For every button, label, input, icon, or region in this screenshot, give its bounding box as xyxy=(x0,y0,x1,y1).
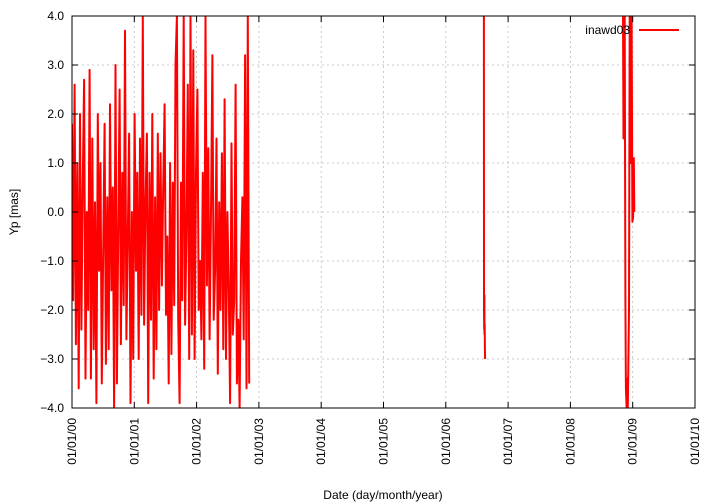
x-tick-label: 01/01/08 xyxy=(563,418,577,465)
x-tick-label: 01/01/02 xyxy=(190,418,204,465)
y-tick-label: −1.0 xyxy=(40,254,64,268)
legend-label-inawd03: inawd03 xyxy=(585,23,630,37)
y-tick-label: 0.0 xyxy=(47,205,64,219)
x-tick-label: 01/01/05 xyxy=(377,418,391,465)
ticks: −4.0 −3.0 −2.0 −1.0 0.0 1.0 2.0 3.0 4.0 01/01/00 0… xyxy=(40,9,702,465)
y-tick-label: 2.0 xyxy=(47,107,64,121)
x-tick-label: 01/01/07 xyxy=(501,418,515,465)
grid xyxy=(72,16,695,408)
x-tick-label: 01/01/10 xyxy=(688,418,702,465)
y-tick-label: 1.0 xyxy=(47,156,64,170)
x-axis-label: Date (day/month/year) xyxy=(323,488,442,502)
series-line-inawd03-segment-1 xyxy=(72,16,251,408)
x-tick-label: 01/01/06 xyxy=(439,418,453,465)
y-axis-label: Yp [mas] xyxy=(7,189,21,235)
legend: inawd03 xyxy=(585,23,679,37)
series-line-inawd03-segment-3 xyxy=(622,16,636,408)
x-tick-label: 01/01/04 xyxy=(314,418,328,465)
y-tick-label: −2.0 xyxy=(40,303,64,317)
y-tick-label: −4.0 xyxy=(40,401,64,415)
x-tick-label: 01/01/01 xyxy=(127,418,141,465)
y-tick-label: 3.0 xyxy=(47,58,64,72)
y-tick-label: 4.0 xyxy=(47,9,64,23)
x-tick-label: 01/01/09 xyxy=(626,418,640,465)
y-tick-label: −3.0 xyxy=(40,352,64,366)
series-layer xyxy=(72,16,636,408)
x-tick-label: 01/01/03 xyxy=(252,418,266,465)
series-line-inawd03-segment-2 xyxy=(482,16,487,360)
x-tick-label: 01/01/00 xyxy=(65,418,79,465)
